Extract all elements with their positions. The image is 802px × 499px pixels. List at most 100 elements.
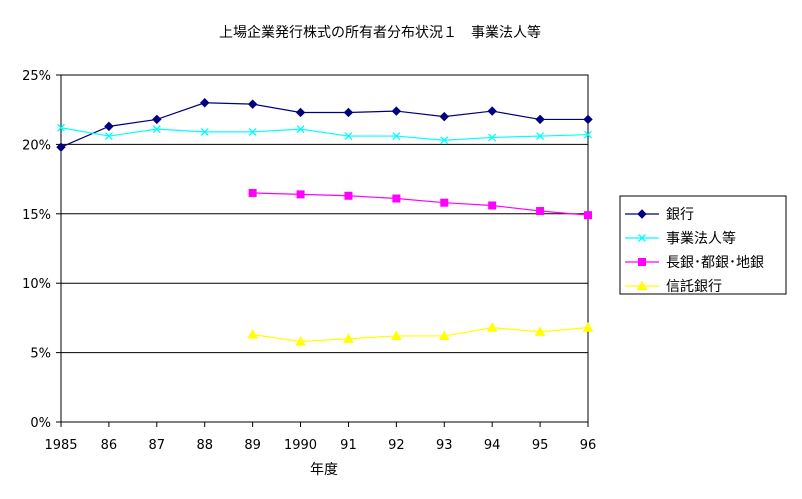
data-point: [535, 114, 545, 125]
data-point: [536, 132, 545, 141]
x-tick-label: 94: [484, 438, 501, 453]
y-tick-label: 20%: [22, 138, 51, 153]
data-point: [248, 188, 257, 197]
data-point: [295, 107, 306, 118]
x-axis-label: 年度: [310, 462, 338, 478]
x-tick-label: 1985: [44, 438, 77, 453]
x-marker-stroke: [296, 125, 305, 134]
x-marker-stroke: [392, 132, 401, 141]
data-point: [392, 132, 401, 141]
series-4: [247, 322, 594, 346]
x-marker-stroke: [584, 130, 592, 139]
y-tick-label: 15%: [22, 208, 51, 223]
data-point: [488, 201, 497, 210]
data-point: [536, 207, 545, 216]
data-point: [296, 125, 305, 134]
data-point: [296, 190, 305, 199]
legend-marker: [636, 280, 648, 291]
data-point: [247, 99, 258, 109]
data-point: [438, 330, 450, 341]
data-point: [104, 132, 113, 141]
x-marker-stroke: [488, 133, 497, 142]
data-point: [344, 132, 353, 141]
data-point: [392, 194, 401, 203]
data-point: [391, 330, 402, 341]
x-tick-label: 86: [101, 438, 118, 453]
legend-marker: [637, 209, 647, 219]
legend-box: [619, 195, 787, 295]
data-point: [440, 136, 449, 145]
legend-marker: [638, 234, 646, 242]
x-marker-stroke: [344, 132, 353, 141]
plot-area: [60, 74, 589, 423]
x-tick-label: 89: [244, 438, 261, 453]
x-tick-label: 93: [436, 438, 453, 453]
chart-title: 上場企業発行株式の所有者分布状況１ 事業法人等: [219, 24, 541, 41]
data-point: [584, 211, 592, 220]
x-tick-label: 92: [388, 438, 405, 453]
series-1: [56, 98, 593, 152]
gridlines: [61, 143, 588, 354]
data-point: [104, 121, 114, 132]
series-line: [252, 192, 589, 216]
data-point: [200, 98, 210, 108]
data-point: [486, 322, 498, 332]
data-point: [200, 127, 209, 136]
x-tick-label: 95: [532, 438, 549, 453]
legend-item-2: 事業法人等: [625, 230, 736, 247]
data-point: [343, 107, 354, 118]
series-group: [56, 98, 594, 346]
legend-item-1: 銀行: [625, 207, 694, 223]
data-point: [487, 106, 497, 116]
x-marker-stroke: [440, 136, 449, 145]
y-tick-label: 25%: [22, 69, 51, 84]
x-tick-label: 1990: [284, 438, 317, 453]
series-3: [248, 188, 592, 220]
x-tick-label: 96: [580, 438, 597, 453]
legend-item-3: 長銀･都銀･地銀: [625, 255, 764, 271]
legend-label: 事業法人等: [666, 230, 736, 247]
data-point: [584, 130, 592, 139]
x-axis-ticks: 1985 86 87 88 89 1990 91 92 93 94 95 96: [44, 422, 596, 453]
data-point: [440, 198, 449, 207]
x-marker-stroke: [248, 127, 257, 136]
data-point: [295, 335, 306, 346]
x-tick-label: 88: [196, 438, 213, 453]
x-marker-stroke: [152, 125, 161, 134]
series-line: [252, 327, 589, 343]
data-point: [344, 191, 353, 200]
y-tick-label: 10%: [22, 277, 51, 292]
x-marker-stroke: [104, 132, 113, 141]
series-line: [60, 102, 588, 148]
series-line: [60, 127, 589, 141]
data-point: [582, 322, 594, 332]
data-point: [439, 111, 449, 122]
data-point: [247, 329, 258, 339]
data-point: [248, 127, 257, 136]
x-marker-stroke: [57, 123, 65, 132]
legend-marker: [638, 258, 646, 266]
x-marker-stroke: [536, 132, 545, 141]
x-marker-stroke: [200, 127, 209, 136]
data-point: [343, 333, 354, 343]
legend-item-4: 信託銀行: [625, 279, 722, 295]
legend-label: 信託銀行: [666, 279, 722, 295]
y-axis-ticks: 0% 5% 10% 15% 20% 25%: [22, 69, 61, 431]
data-point: [57, 123, 65, 132]
data-point: [534, 326, 546, 336]
y-tick-label: 5%: [30, 347, 51, 362]
y-tick-label: 0%: [30, 416, 51, 431]
data-point: [488, 133, 497, 142]
x-marker-stroke: [638, 234, 646, 242]
data-point: [391, 106, 402, 116]
x-tick-label: 91: [340, 438, 357, 453]
legend-label: 銀行: [666, 207, 694, 223]
data-point: [152, 114, 162, 125]
series-2: [57, 123, 592, 145]
data-point: [56, 142, 66, 152]
legend-label: 長銀･都銀･地銀: [666, 255, 764, 271]
data-point: [583, 114, 593, 125]
data-point: [152, 125, 161, 134]
